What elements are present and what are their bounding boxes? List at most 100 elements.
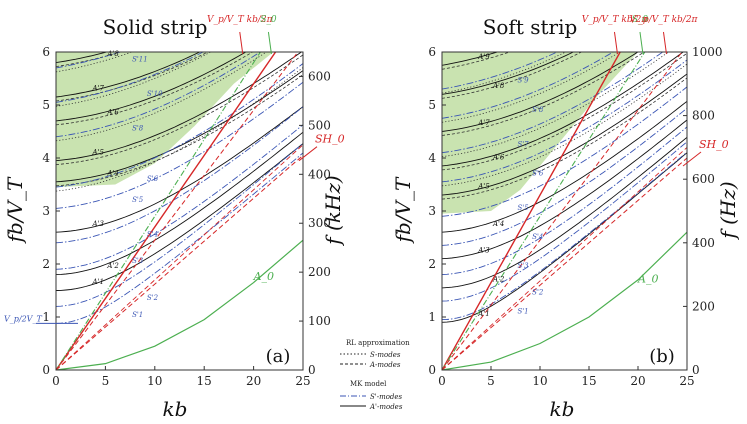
mode-label: S'4 (147, 230, 158, 238)
x-tick-label: 25 (679, 374, 694, 388)
right-y-tick-label: 200 (692, 299, 715, 313)
s0-annotation: S_0 (632, 15, 649, 25)
plot-clip-1 (442, 52, 687, 370)
mode-label: S'8 (132, 124, 144, 132)
mode-label: A'8 (106, 50, 119, 58)
y-tick-label: 2 (42, 257, 50, 271)
a0-curve (56, 239, 303, 370)
mode-label: A'2 (106, 262, 119, 270)
mode-label: A'1 (92, 278, 104, 286)
right-y-tick-label: 200 (308, 265, 331, 279)
legend: RL approximation S-modes A-modes MK mode… (340, 339, 410, 411)
right-y-tick-label: 800 (692, 109, 715, 123)
s-mode-curve (442, 86, 687, 217)
annotation-arrow (662, 31, 667, 55)
vp-line (56, 52, 277, 370)
right-y-tick-label: 100 (308, 314, 331, 328)
shaded-region (442, 52, 638, 214)
y-tick-label: 5 (42, 98, 50, 112)
a-mode-curve (442, 52, 499, 66)
y-tick-label: 6 (42, 45, 50, 59)
mode-label: S'11 (132, 56, 148, 64)
right-y-tick-label: 400 (692, 236, 715, 250)
s-mode-curve (442, 52, 664, 154)
panel-label-b: (b) (649, 346, 675, 367)
rl-approx-curve (442, 52, 687, 171)
y-tick-label: 4 (42, 151, 50, 165)
mode-label: A'6 (492, 154, 505, 162)
s-mode-curve (56, 106, 303, 244)
s-mode-curve (442, 52, 559, 90)
shaded-region (56, 52, 274, 188)
mode-label: A'7 (477, 119, 490, 127)
mode-label: S'10 (147, 90, 163, 98)
mode-label: A'7 (92, 85, 105, 93)
y-axis-label-b: fb/V_T (391, 176, 415, 244)
a-mode-curve (442, 52, 684, 167)
vp-annotation: V'_p/V_T kb/2π (629, 15, 698, 25)
rl-approx-curve (56, 52, 212, 107)
x-tick-label: 5 (487, 374, 495, 388)
mode-label: S'2 (532, 289, 544, 297)
mode-label: S'3 (132, 257, 144, 265)
s-mode-curve (56, 52, 122, 69)
mode-label: S'5 (132, 196, 144, 204)
s-mode-curve (442, 141, 687, 302)
rl-approx-curve (442, 52, 511, 70)
a-mode-curve (442, 52, 575, 95)
vp-prime-line (56, 52, 299, 370)
sh0-line-2 (442, 147, 687, 370)
x-axis-label-b: kb (550, 397, 575, 421)
x-tick-label: 20 (246, 374, 261, 388)
mode-label: A'3 (92, 220, 105, 228)
s-mode-curve (56, 143, 303, 307)
y-tick-label: 5 (428, 98, 436, 112)
right-y-tick-label: 1000 (692, 45, 723, 59)
right-y-tick-label: 500 (308, 118, 331, 132)
x-tick-label: 5 (102, 374, 110, 388)
legend-mk-a: A'-modes (369, 403, 403, 411)
s-mode-curve (442, 59, 687, 183)
mode-label: S'5 (517, 204, 529, 212)
s-mode-curve (442, 52, 615, 119)
sh0-arrow (682, 151, 702, 167)
s-mode-curve (56, 124, 303, 270)
rl-approx-curve (442, 52, 670, 158)
x-axis-label-a: kb (163, 397, 188, 421)
x-tick-label: 10 (532, 374, 547, 388)
mode-label: S'8 (532, 106, 544, 114)
a0-label: A_0 (253, 270, 274, 283)
mode-label: A'4 (492, 220, 504, 228)
y-tick-label: 1 (42, 310, 50, 324)
annotation-arrow (267, 31, 272, 55)
vp-line (442, 52, 621, 370)
plot-clip-0 (56, 52, 303, 370)
rl-approx-curve (56, 67, 303, 192)
rl-approx-curve (56, 52, 133, 73)
rl-approx-curve (56, 52, 254, 126)
s0-line (56, 52, 262, 370)
a-mode-curve (56, 52, 201, 98)
y-tick-label: 0 (428, 363, 436, 377)
right-y-tick-label: 0 (692, 363, 700, 377)
mode-label: S'4 (532, 233, 543, 241)
panel-solid-strip: Solid strip A'1A'2 A'3 A'4 A'5 A'6 A'7 A'8 S'1 S… (3, 15, 345, 421)
mode-label: A'3 (477, 246, 490, 254)
x-tick-label: 10 (147, 374, 162, 388)
s-mode-curve (56, 52, 205, 103)
right-y-tick-label: 600 (692, 172, 715, 186)
title-solid-strip: Solid strip (103, 15, 208, 39)
rl-approx-curve (442, 77, 687, 200)
rl-approx-curve (442, 52, 567, 94)
y-tick-label: 4 (428, 151, 436, 165)
a-mode-curve (442, 152, 687, 323)
legend-mk-s: S'-modes (370, 393, 403, 401)
sh0-line (442, 157, 687, 370)
s-mode-curve (442, 151, 687, 321)
vp-annotation: V_p/V_T kb/2π (582, 15, 649, 25)
s-mode-curve (442, 126, 687, 276)
sh0-annotation: SH_0 (315, 133, 345, 146)
right-y-tick-label: 600 (308, 69, 331, 83)
y-tick-label: 3 (42, 204, 50, 218)
